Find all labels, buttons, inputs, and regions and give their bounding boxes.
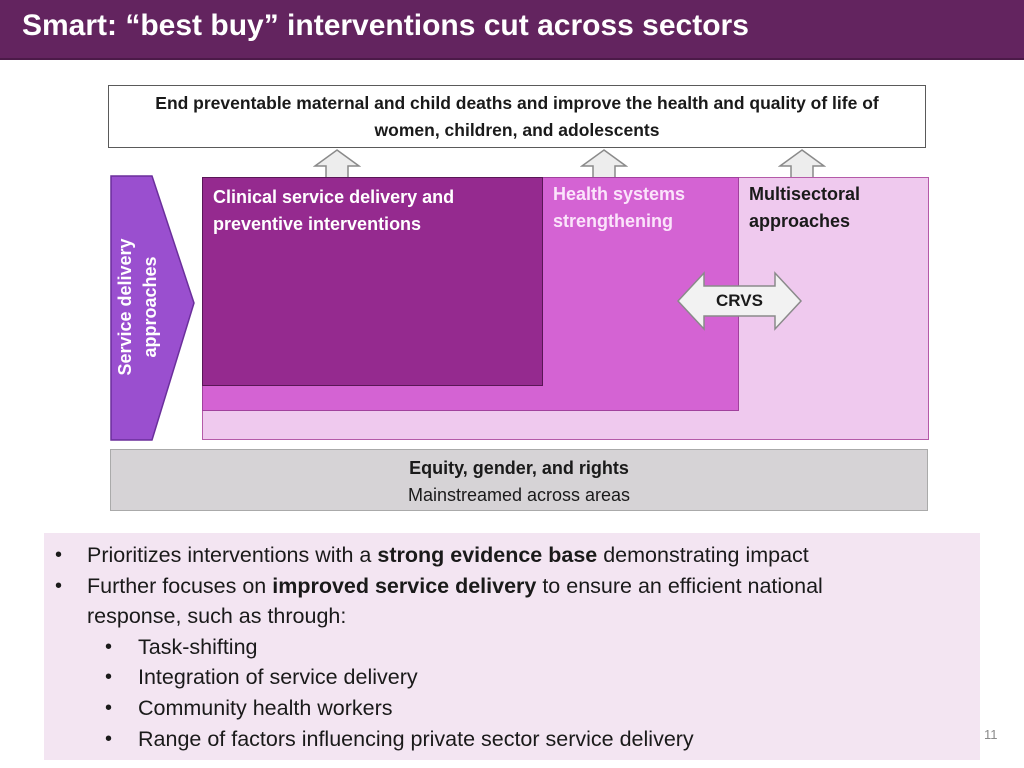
sub-bullet-item: Community health workers xyxy=(138,696,393,720)
equity-box: Equity, gender, and rights Mainstreamed … xyxy=(110,449,928,511)
bullet-item-continuation: response, such as through: xyxy=(87,604,347,628)
sub-bullet-item: Range of factors influencing private sec… xyxy=(138,727,694,751)
crvs-label: CRVS xyxy=(716,291,763,310)
bullet-dot: • xyxy=(55,575,63,597)
bullet-item: Further focuses on improved service deli… xyxy=(87,574,823,598)
equity-subtitle: Mainstreamed across areas xyxy=(407,485,631,505)
bullet-panel xyxy=(44,533,980,760)
service-delivery-chevron xyxy=(110,175,195,441)
sub-bullet-dot: • xyxy=(105,728,113,750)
sub-bullet-item: Integration of service delivery xyxy=(138,665,418,689)
sub-bullet-item: Task-shifting xyxy=(138,635,258,659)
page-number: 11 xyxy=(984,727,998,742)
sub-bullet-dot: • xyxy=(105,697,113,719)
clinical-box xyxy=(202,177,543,386)
double-arrow-icon xyxy=(676,271,803,331)
bullet-item: Prioritizes interventions with a strong … xyxy=(87,543,809,567)
sub-bullet-dot: • xyxy=(105,666,113,688)
goal-box: End preventable maternal and child death… xyxy=(108,85,926,148)
equity-title: Equity, gender, and rights xyxy=(409,458,629,478)
multisectoral-label: Multisectoral approaches xyxy=(749,184,861,231)
bullet-dot: • xyxy=(55,544,63,566)
slide-title: Smart: “best buy” interventions cut acro… xyxy=(22,9,749,42)
sub-bullet-dot: • xyxy=(105,636,113,658)
chevron-label: Service delivery approaches xyxy=(115,238,160,376)
clinical-label: Clinical service delivery and preventive… xyxy=(213,187,455,234)
health-systems-label: Health systems strengthening xyxy=(553,184,686,231)
title-bar: Smart: “best buy” interventions cut acro… xyxy=(0,0,1024,60)
goal-text: End preventable maternal and child death… xyxy=(155,92,879,140)
